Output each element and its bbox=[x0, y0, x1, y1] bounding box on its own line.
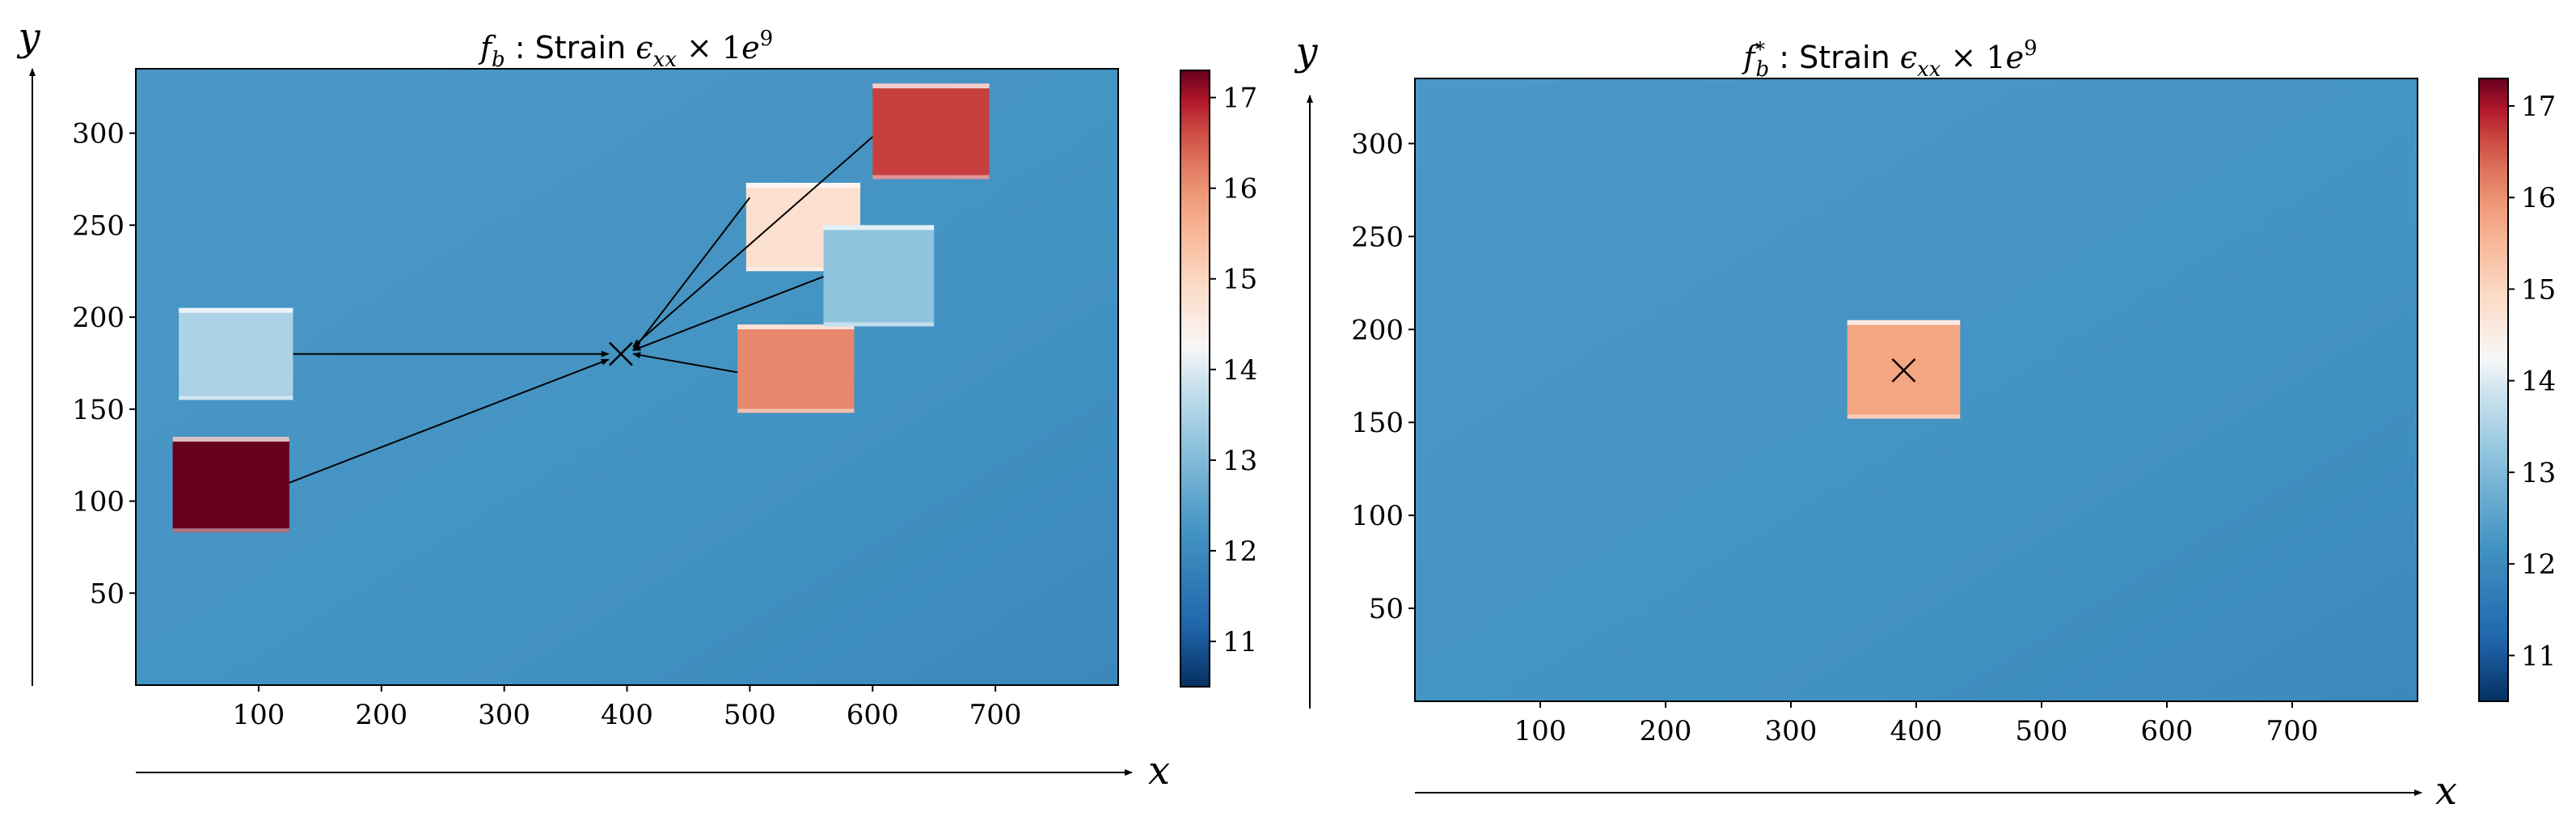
colorbar-tick-label-17: 17 bbox=[2521, 91, 2556, 123]
x-tick-label-700: 700 bbox=[969, 699, 1022, 731]
x-tick-label-400: 400 bbox=[1890, 715, 1943, 747]
target-marker-stroke-b bbox=[609, 341, 633, 366]
x-tick-label-300: 300 bbox=[478, 699, 530, 731]
x-tick-label-400: 400 bbox=[601, 699, 653, 731]
x-tick-label-100: 100 bbox=[232, 699, 285, 731]
colorbar-tick-label-14: 14 bbox=[1223, 354, 1257, 387]
arrow-6 bbox=[632, 136, 873, 348]
patch-top-edge bbox=[172, 436, 289, 442]
y-tick-label-50: 50 bbox=[1369, 593, 1404, 625]
colorbar-tick-label-13: 13 bbox=[1223, 445, 1257, 477]
arrow-3 bbox=[632, 352, 738, 374]
colorbar: 11 12 13 14 15 16 17 bbox=[1180, 70, 1257, 688]
y-tick-label-250: 250 bbox=[72, 209, 125, 242]
x-tick-label-200: 200 bbox=[355, 699, 408, 731]
patch-bottom-edge bbox=[179, 396, 293, 400]
target-marker bbox=[609, 341, 633, 366]
arrow-4 bbox=[632, 197, 751, 351]
y-tick-label-50: 50 bbox=[90, 578, 125, 610]
y-axis-label: y bbox=[16, 15, 40, 60]
y-tick-label-300: 300 bbox=[1351, 128, 1404, 160]
patch-bottom-edge bbox=[823, 322, 935, 327]
x-tick-label-500: 500 bbox=[2016, 715, 2068, 747]
patch-top-edge bbox=[1847, 320, 1961, 325]
y-tick-label-200: 200 bbox=[72, 302, 125, 334]
heatmap-patch-5 bbox=[823, 225, 935, 327]
arrow-2 bbox=[289, 358, 610, 484]
y-tick-label-100: 100 bbox=[72, 486, 125, 518]
x-tick-label-500: 500 bbox=[724, 699, 776, 731]
y-tick-label-150: 150 bbox=[1351, 407, 1404, 439]
x-tick-label-200: 200 bbox=[1640, 715, 1692, 747]
chart-panel-2: 100 200 300 400 500 600 700 50 100 150 200 250 300 11… bbox=[1294, 29, 2556, 814]
heatmap-patch-1 bbox=[172, 436, 289, 533]
patch-top-edge bbox=[872, 83, 990, 89]
x-tick-label-300: 300 bbox=[1765, 715, 1818, 747]
y-tick-label-100: 100 bbox=[1351, 500, 1404, 532]
heatmap-patch-2 bbox=[179, 307, 293, 400]
colorbar-tick-label-11: 11 bbox=[1223, 626, 1257, 658]
x-axis-label: x bbox=[2435, 768, 2457, 814]
colorbar-tick-label-12: 12 bbox=[2521, 548, 2556, 581]
patch-fill bbox=[172, 436, 289, 533]
colorbar-tick-label-14: 14 bbox=[2521, 366, 2556, 398]
heatmap-patch-6 bbox=[872, 83, 990, 180]
chart-title: f* b : Strain ϵxx × 1e9 bbox=[1741, 36, 2037, 82]
patch-bottom-edge bbox=[172, 528, 289, 533]
y-tick-label-150: 150 bbox=[72, 394, 125, 426]
x-tick-label-600: 600 bbox=[847, 699, 899, 731]
patch-top-edge bbox=[823, 225, 935, 231]
colorbar-tick-label-12: 12 bbox=[1223, 535, 1257, 568]
patch-top-edge bbox=[737, 324, 855, 330]
colorbar-tick-label-16: 16 bbox=[1223, 173, 1257, 205]
patch-fill bbox=[823, 225, 935, 327]
chart-panel-1: 100 200 300 400 500 600 700 50 100 150 200 250 300 11… bbox=[16, 15, 1257, 793]
patch-bottom-edge bbox=[737, 408, 855, 413]
colorbar-tick-label-13: 13 bbox=[2521, 457, 2556, 489]
colorbar: 11 12 13 14 15 16 17 bbox=[2478, 78, 2556, 702]
patch-bottom-edge bbox=[1847, 414, 1961, 419]
arrow-5 bbox=[632, 276, 824, 351]
x-tick-label-700: 700 bbox=[2266, 715, 2319, 747]
target-marker bbox=[1891, 358, 1916, 383]
y-tick-label-200: 200 bbox=[1351, 314, 1404, 346]
chart-title: fb : Strain ϵxx × 1e9 bbox=[478, 27, 773, 72]
colorbar-tick-label-11: 11 bbox=[2521, 640, 2556, 672]
patch-bottom-edge bbox=[872, 175, 990, 180]
patch-top-edge bbox=[745, 183, 861, 188]
colorbar-gradient bbox=[1180, 70, 1210, 688]
patch-fill bbox=[179, 307, 293, 400]
x-tick-label-100: 100 bbox=[1514, 715, 1567, 747]
colorbar-tick-label-17: 17 bbox=[1223, 83, 1257, 115]
y-tick-label-250: 250 bbox=[1351, 221, 1404, 253]
patch-fill bbox=[737, 324, 855, 413]
x-axis-label: x bbox=[1148, 748, 1170, 793]
patch-bottom-edge bbox=[745, 267, 861, 272]
colorbar-tick-label-16: 16 bbox=[2521, 182, 2556, 214]
heatmap-patch-3 bbox=[737, 324, 855, 413]
colorbar-tick-label-15: 15 bbox=[1223, 264, 1257, 296]
colorbar-tick-label-15: 15 bbox=[2521, 273, 2556, 306]
patch-fill bbox=[872, 83, 990, 180]
y-tick-label-300: 300 bbox=[72, 118, 125, 150]
colorbar-gradient bbox=[2478, 78, 2509, 702]
patch-top-edge bbox=[179, 307, 293, 313]
x-tick-label-600: 600 bbox=[2141, 715, 2194, 747]
target-marker-stroke-b bbox=[1891, 358, 1916, 383]
y-axis-label: y bbox=[1294, 29, 1318, 74]
